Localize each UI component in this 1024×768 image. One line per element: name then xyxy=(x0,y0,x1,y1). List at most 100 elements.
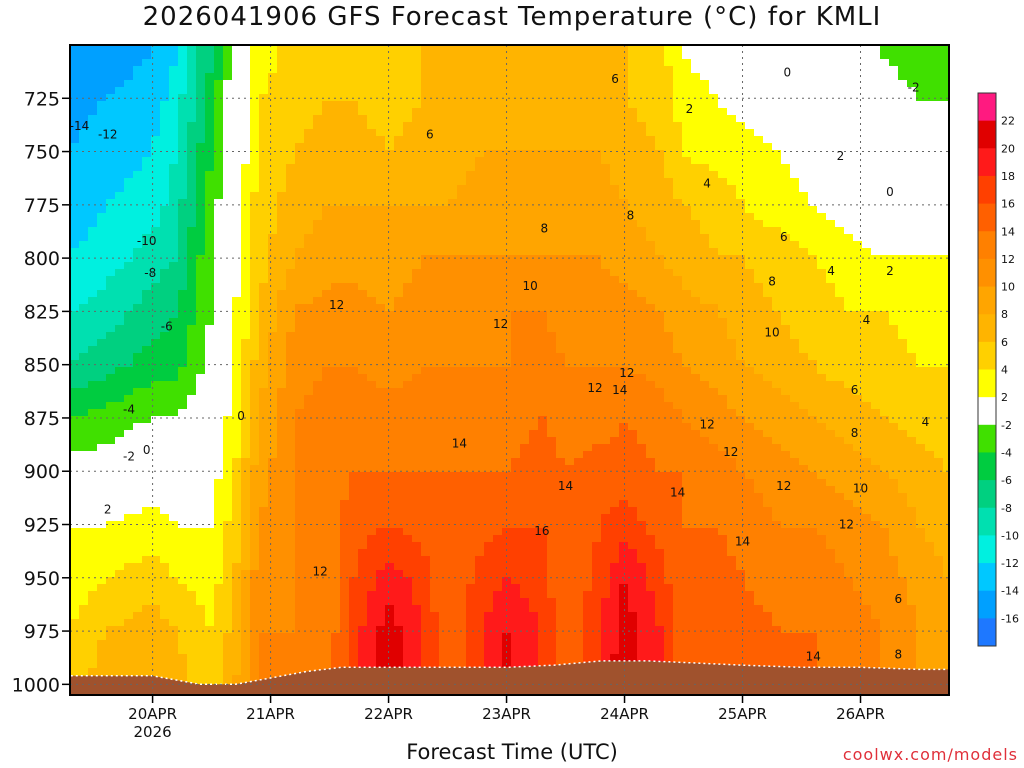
temperature-cell xyxy=(916,185,926,193)
temperature-cell xyxy=(160,115,170,123)
temperature-cell xyxy=(358,101,368,109)
temperature-cell xyxy=(817,220,827,228)
temperature-cell xyxy=(214,276,224,284)
temperature-cell xyxy=(448,311,458,319)
temperature-cell xyxy=(700,108,710,116)
temperature-cell xyxy=(529,318,539,326)
temperature-cell xyxy=(466,171,476,179)
temperature-cell xyxy=(151,213,161,221)
temperature-cell xyxy=(412,227,422,235)
temperature-cell xyxy=(493,52,503,60)
temperature-cell xyxy=(187,192,197,200)
temperature-cell xyxy=(673,108,683,116)
temperature-cell xyxy=(142,332,152,340)
temperature-cell xyxy=(250,178,260,186)
temperature-cell xyxy=(421,220,431,228)
temperature-cell xyxy=(664,325,674,333)
temperature-cell xyxy=(610,157,620,165)
temperature-cell xyxy=(412,388,422,396)
temperature-cell xyxy=(412,192,422,200)
temperature-cell xyxy=(295,388,305,396)
temperature-cell xyxy=(511,360,521,368)
temperature-cell xyxy=(700,213,710,221)
temperature-cell xyxy=(232,374,242,382)
temperature-cell xyxy=(511,178,521,186)
temperature-cell xyxy=(880,395,890,403)
temperature-cell xyxy=(655,374,665,382)
temperature-cell xyxy=(637,52,647,60)
temperature-cell xyxy=(241,157,251,165)
temperature-cell xyxy=(385,346,395,354)
temperature-cell xyxy=(367,206,377,214)
temperature-cell xyxy=(853,87,863,95)
temperature-cell xyxy=(673,241,683,249)
temperature-cell xyxy=(439,304,449,312)
temperature-cell xyxy=(412,73,422,81)
temperature-cell xyxy=(700,143,710,151)
temperature-cell xyxy=(736,80,746,88)
temperature-cell xyxy=(286,185,296,193)
temperature-cell xyxy=(871,248,881,256)
temperature-cell xyxy=(610,325,620,333)
temperature-cell xyxy=(295,192,305,200)
temperature-cell xyxy=(817,318,827,326)
temperature-cell xyxy=(277,311,287,319)
temperature-cell xyxy=(547,213,557,221)
temperature-cell xyxy=(70,192,80,200)
temperature-cell xyxy=(349,199,359,207)
temperature-cell xyxy=(763,59,773,67)
temperature-cell xyxy=(295,360,305,368)
temperature-cell xyxy=(367,241,377,249)
temperature-cell xyxy=(205,157,215,165)
temperature-cell xyxy=(637,178,647,186)
temperature-cell xyxy=(178,388,188,396)
temperature-cell xyxy=(592,185,602,193)
temperature-cell xyxy=(871,276,881,284)
temperature-cell xyxy=(304,157,314,165)
temperature-cell xyxy=(547,80,557,88)
temperature-cell xyxy=(592,227,602,235)
temperature-cell xyxy=(493,108,503,116)
temperature-cell xyxy=(286,206,296,214)
temperature-cell xyxy=(637,269,647,277)
temperature-cell xyxy=(538,248,548,256)
temperature-cell xyxy=(682,129,692,137)
temperature-cell xyxy=(763,248,773,256)
temperature-cell xyxy=(574,241,584,249)
temperature-cell xyxy=(907,269,917,277)
temperature-cell xyxy=(727,360,737,368)
temperature-cell xyxy=(322,395,332,403)
temperature-cell xyxy=(340,227,350,235)
temperature-cell xyxy=(169,346,179,354)
temperature-cell xyxy=(790,381,800,389)
temperature-cell xyxy=(250,304,260,312)
temperature-cell xyxy=(898,255,908,263)
temperature-cell xyxy=(196,339,206,347)
temperature-cell xyxy=(664,367,674,375)
temperature-cell xyxy=(412,129,422,137)
temperature-cell xyxy=(736,178,746,186)
temperature-cell xyxy=(340,220,350,228)
temperature-cell xyxy=(295,87,305,95)
temperature-cell xyxy=(322,276,332,284)
temperature-cell xyxy=(358,360,368,368)
temperature-cell xyxy=(745,52,755,60)
temperature-cell xyxy=(520,388,530,396)
temperature-cell xyxy=(178,227,188,235)
temperature-cell xyxy=(556,227,566,235)
temperature-cell xyxy=(439,374,449,382)
temperature-cell xyxy=(133,178,143,186)
temperature-cell xyxy=(619,66,629,74)
temperature-cell xyxy=(133,52,143,60)
temperature-cell xyxy=(898,87,908,95)
temperature-cell xyxy=(601,248,611,256)
temperature-cell xyxy=(367,157,377,165)
temperature-cell xyxy=(70,122,80,130)
temperature-cell xyxy=(241,185,251,193)
temperature-cell xyxy=(412,297,422,305)
temperature-cell xyxy=(340,66,350,74)
temperature-cell xyxy=(187,206,197,214)
temperature-cell xyxy=(448,45,458,53)
temperature-cell xyxy=(610,136,620,144)
temperature-cell xyxy=(835,171,845,179)
